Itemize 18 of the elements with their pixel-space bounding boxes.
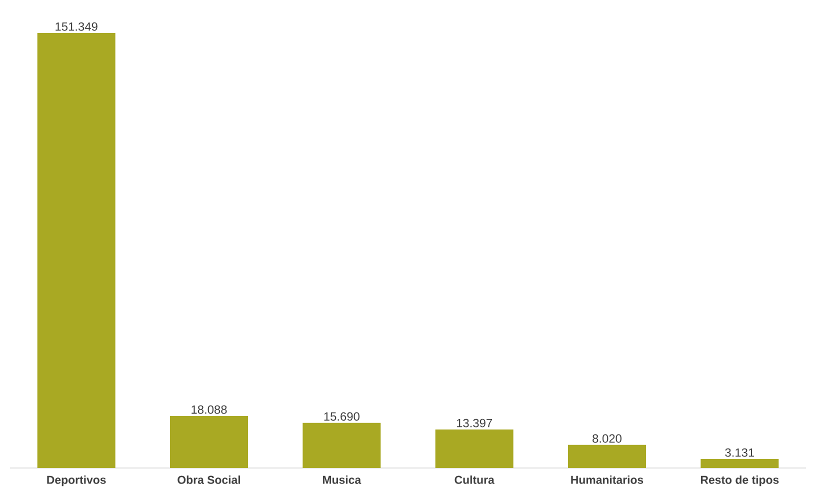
data-label: 3.131 [725,448,754,457]
bar [302,422,381,468]
data-label: 151.349 [56,22,98,31]
x-tick-label: Humanitarios [571,476,644,484]
x-tick-label: Musica [323,476,362,484]
x-tick-label: Obra Social [178,476,240,484]
data-label: 18.088 [192,405,227,414]
data-label: 13.397 [456,418,492,428]
bar [37,32,116,468]
bar [568,444,646,468]
x-tick-label: Deportivos [47,476,106,486]
data-label: 15.690 [324,412,360,421]
data-label: 8.020 [592,434,622,443]
x-tick-label: Cultura [454,476,494,484]
bar [170,416,248,468]
bar [700,458,779,468]
x-tick-label: Resto de tipos [700,476,779,486]
bar [435,429,514,468]
